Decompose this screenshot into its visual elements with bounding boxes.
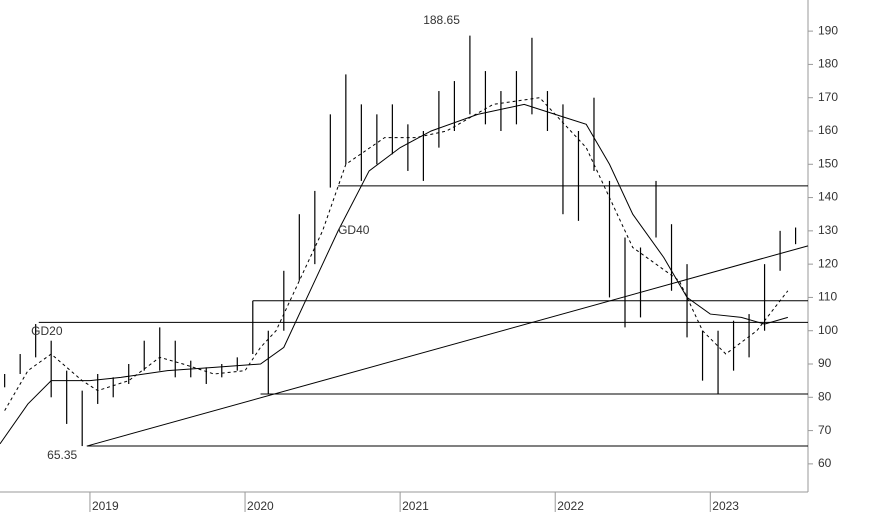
y-tick-label: 90 [818,356,832,370]
x-tick-label: 2019 [92,499,119,513]
y-tick-label: 190 [818,23,838,37]
x-tick-label: 2022 [557,499,584,513]
y-tick-label: 110 [818,290,837,304]
x-tick-label: 2020 [247,499,274,513]
y-tick-label: 120 [818,256,838,270]
y-tick-label: 160 [818,123,838,137]
annotation: 188.65 [423,13,460,27]
annotation: 65.35 [47,448,77,462]
y-tick-label: 150 [818,156,838,170]
y-tick-label: 100 [818,323,838,337]
y-tick-label: 60 [818,456,832,470]
y-tick-label: 180 [818,57,838,71]
y-tick-label: 170 [818,90,838,104]
moving-average [4,97,789,411]
y-tick-label: 130 [818,223,838,237]
trend-line [86,245,809,447]
x-tick-label: 2021 [402,499,429,513]
y-tick-label: 80 [818,389,832,403]
x-tick-label: 2023 [712,499,739,513]
y-tick-label: 70 [818,423,832,437]
y-tick-label: 140 [818,190,838,204]
moving-average [0,103,788,445]
ma-label: GD20 [31,324,63,338]
ma-label: GD40 [338,223,370,237]
